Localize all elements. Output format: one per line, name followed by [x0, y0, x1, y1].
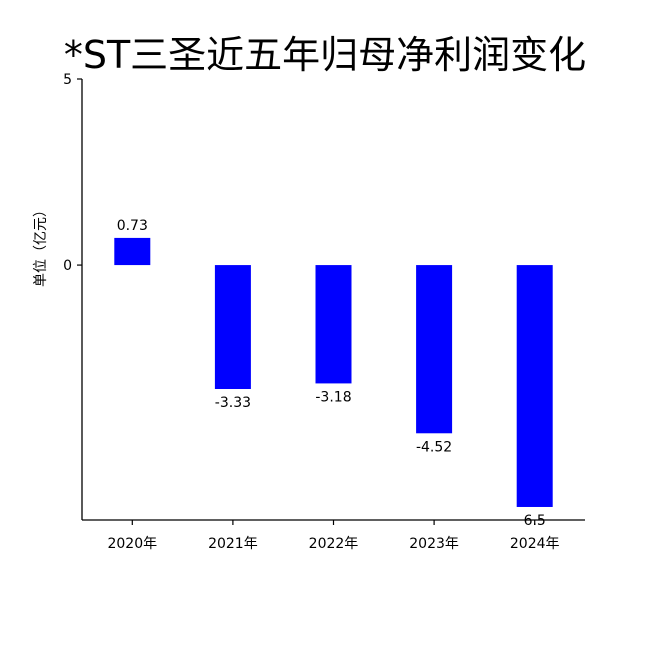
data-label-1: -3.33 — [215, 395, 251, 411]
x-tick-label-4: 2024年 — [510, 536, 560, 552]
data-label-4: 6.5 — [524, 513, 546, 529]
bar-1 — [214, 265, 251, 390]
x-tick-label-2: 2022年 — [309, 536, 359, 552]
bar-4 — [516, 265, 553, 507]
bar-0 — [114, 237, 151, 266]
x-tick-label-1: 2021年 — [208, 536, 258, 552]
x-tick-label-0: 2020年 — [107, 536, 157, 552]
data-label-3: -4.52 — [416, 439, 452, 455]
chart-title: *ST三圣近五年归母净利润变化 — [63, 33, 587, 77]
x-tick-label-3: 2023年 — [409, 536, 459, 552]
y-tick-label-0: 5 — [63, 72, 72, 88]
data-label-0: 0.73 — [117, 218, 148, 234]
bar-3 — [416, 265, 453, 434]
data-label-2: -3.18 — [315, 389, 351, 405]
bar-2 — [315, 265, 352, 384]
y-tick-label-1: 0 — [63, 258, 72, 274]
